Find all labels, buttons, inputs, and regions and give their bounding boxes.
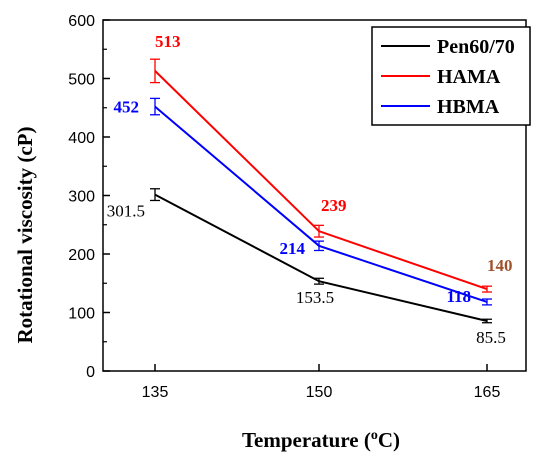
y-tick-label: 0 bbox=[86, 364, 95, 381]
x-tick-label: 165 bbox=[474, 384, 501, 401]
data-label: 85.5 bbox=[476, 328, 506, 347]
data-label: 214 bbox=[280, 239, 306, 258]
data-label: 140 bbox=[487, 256, 513, 275]
data-label: 118 bbox=[446, 287, 471, 306]
legend-label-hama: HAMA bbox=[437, 66, 501, 88]
data-label: 452 bbox=[114, 98, 140, 117]
legend-label-pen60-70: Pen60/70 bbox=[437, 36, 515, 58]
legend-label-hbma: HBMA bbox=[437, 96, 500, 118]
y-tick-label: 300 bbox=[68, 189, 95, 206]
axes-layer: 0 100 200 300 400 500 600 135 150 165 bbox=[68, 13, 527, 401]
x-axis-title: Temperature (oC) bbox=[242, 428, 400, 452]
data-label: 301.5 bbox=[107, 202, 145, 221]
x-axis-title-main: Temperature ( bbox=[242, 428, 371, 452]
x-axis-title-unit: C) bbox=[378, 428, 400, 452]
data-label: 153.5 bbox=[296, 288, 334, 307]
y-tick-label: 100 bbox=[68, 306, 95, 323]
x-tick-label: 150 bbox=[306, 384, 333, 401]
data-labels-layer: 301.5 153.5 85.5 513 239 140 452 214 118 bbox=[107, 32, 513, 347]
x-tick-label: 135 bbox=[142, 384, 169, 401]
y-tick-label: 200 bbox=[68, 247, 95, 264]
y-tick-label: 400 bbox=[68, 130, 95, 147]
y-tick-label: 600 bbox=[68, 13, 95, 30]
y-tick-label: 500 bbox=[68, 72, 95, 89]
data-label: 239 bbox=[321, 196, 347, 215]
data-label: 513 bbox=[155, 32, 181, 51]
legend: Pen60/70 HAMA HBMA bbox=[371, 26, 531, 126]
x-axis-title-sup: o bbox=[371, 428, 378, 443]
y-axis-title: Rotational viscosity (cP) bbox=[13, 127, 37, 344]
series-layer bbox=[150, 58, 492, 324]
